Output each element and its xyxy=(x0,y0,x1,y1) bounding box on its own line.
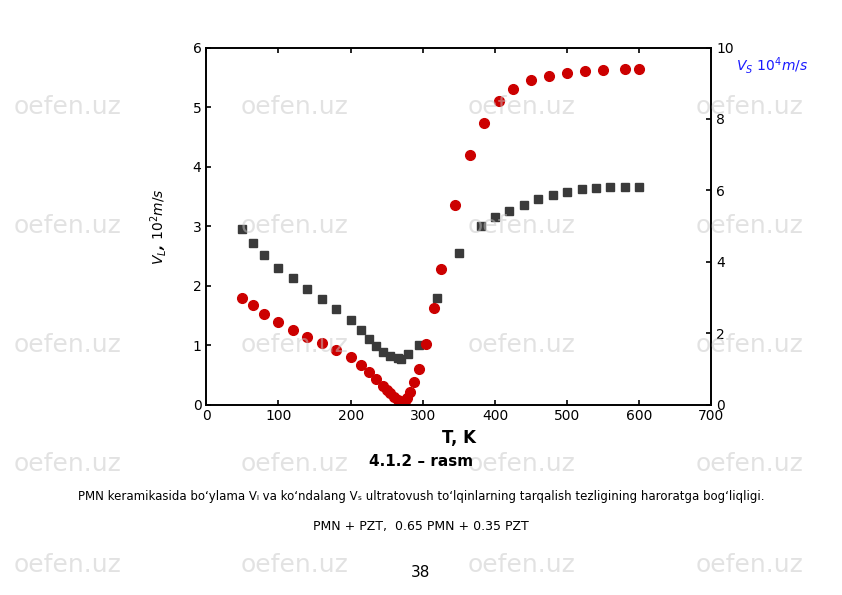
Text: oefen.uz: oefen.uz xyxy=(695,95,803,119)
Text: oefen.uz: oefen.uz xyxy=(241,214,349,238)
Text: $\it{V_S}$ $\it{10^4}$$\it{m/s}$: $\it{V_S}$ $\it{10^4}$$\it{m/s}$ xyxy=(736,55,808,76)
Text: oefen.uz: oefen.uz xyxy=(241,553,349,577)
Text: oefen.uz: oefen.uz xyxy=(13,333,121,357)
Text: 38: 38 xyxy=(411,565,431,580)
Text: $\it{V_L}$, $\it{10^2}$$\it{m/s}$: $\it{V_L}$, $\it{10^2}$$\it{m/s}$ xyxy=(148,187,168,265)
Text: oefen.uz: oefen.uz xyxy=(695,553,803,577)
Text: oefen.uz: oefen.uz xyxy=(468,214,576,238)
Text: oefen.uz: oefen.uz xyxy=(241,333,349,357)
Text: oefen.uz: oefen.uz xyxy=(695,452,803,476)
Text: oefen.uz: oefen.uz xyxy=(468,95,576,119)
Text: oefen.uz: oefen.uz xyxy=(695,333,803,357)
Text: oefen.uz: oefen.uz xyxy=(468,452,576,476)
Text: oefen.uz: oefen.uz xyxy=(468,553,576,577)
Text: oefen.uz: oefen.uz xyxy=(13,95,121,119)
Text: PMN + PZT,  0.65 PMN + 0.35 PZT: PMN + PZT, 0.65 PMN + 0.35 PZT xyxy=(313,520,529,533)
Text: oefen.uz: oefen.uz xyxy=(13,553,121,577)
Text: oefen.uz: oefen.uz xyxy=(241,452,349,476)
Text: oefen.uz: oefen.uz xyxy=(695,214,803,238)
Text: oefen.uz: oefen.uz xyxy=(13,214,121,238)
Text: oefen.uz: oefen.uz xyxy=(241,95,349,119)
Text: PMN keramikasida bo‘ylama Vₗ va ko‘ndalang Vₛ ultratovush to‘lqinlarning tarqali: PMN keramikasida bo‘ylama Vₗ va ko‘ndala… xyxy=(77,490,765,503)
Text: oefen.uz: oefen.uz xyxy=(13,452,121,476)
Text: 4.1.2 – rasm: 4.1.2 – rasm xyxy=(369,453,473,469)
X-axis label: T, K: T, K xyxy=(442,429,476,447)
Text: oefen.uz: oefen.uz xyxy=(468,333,576,357)
